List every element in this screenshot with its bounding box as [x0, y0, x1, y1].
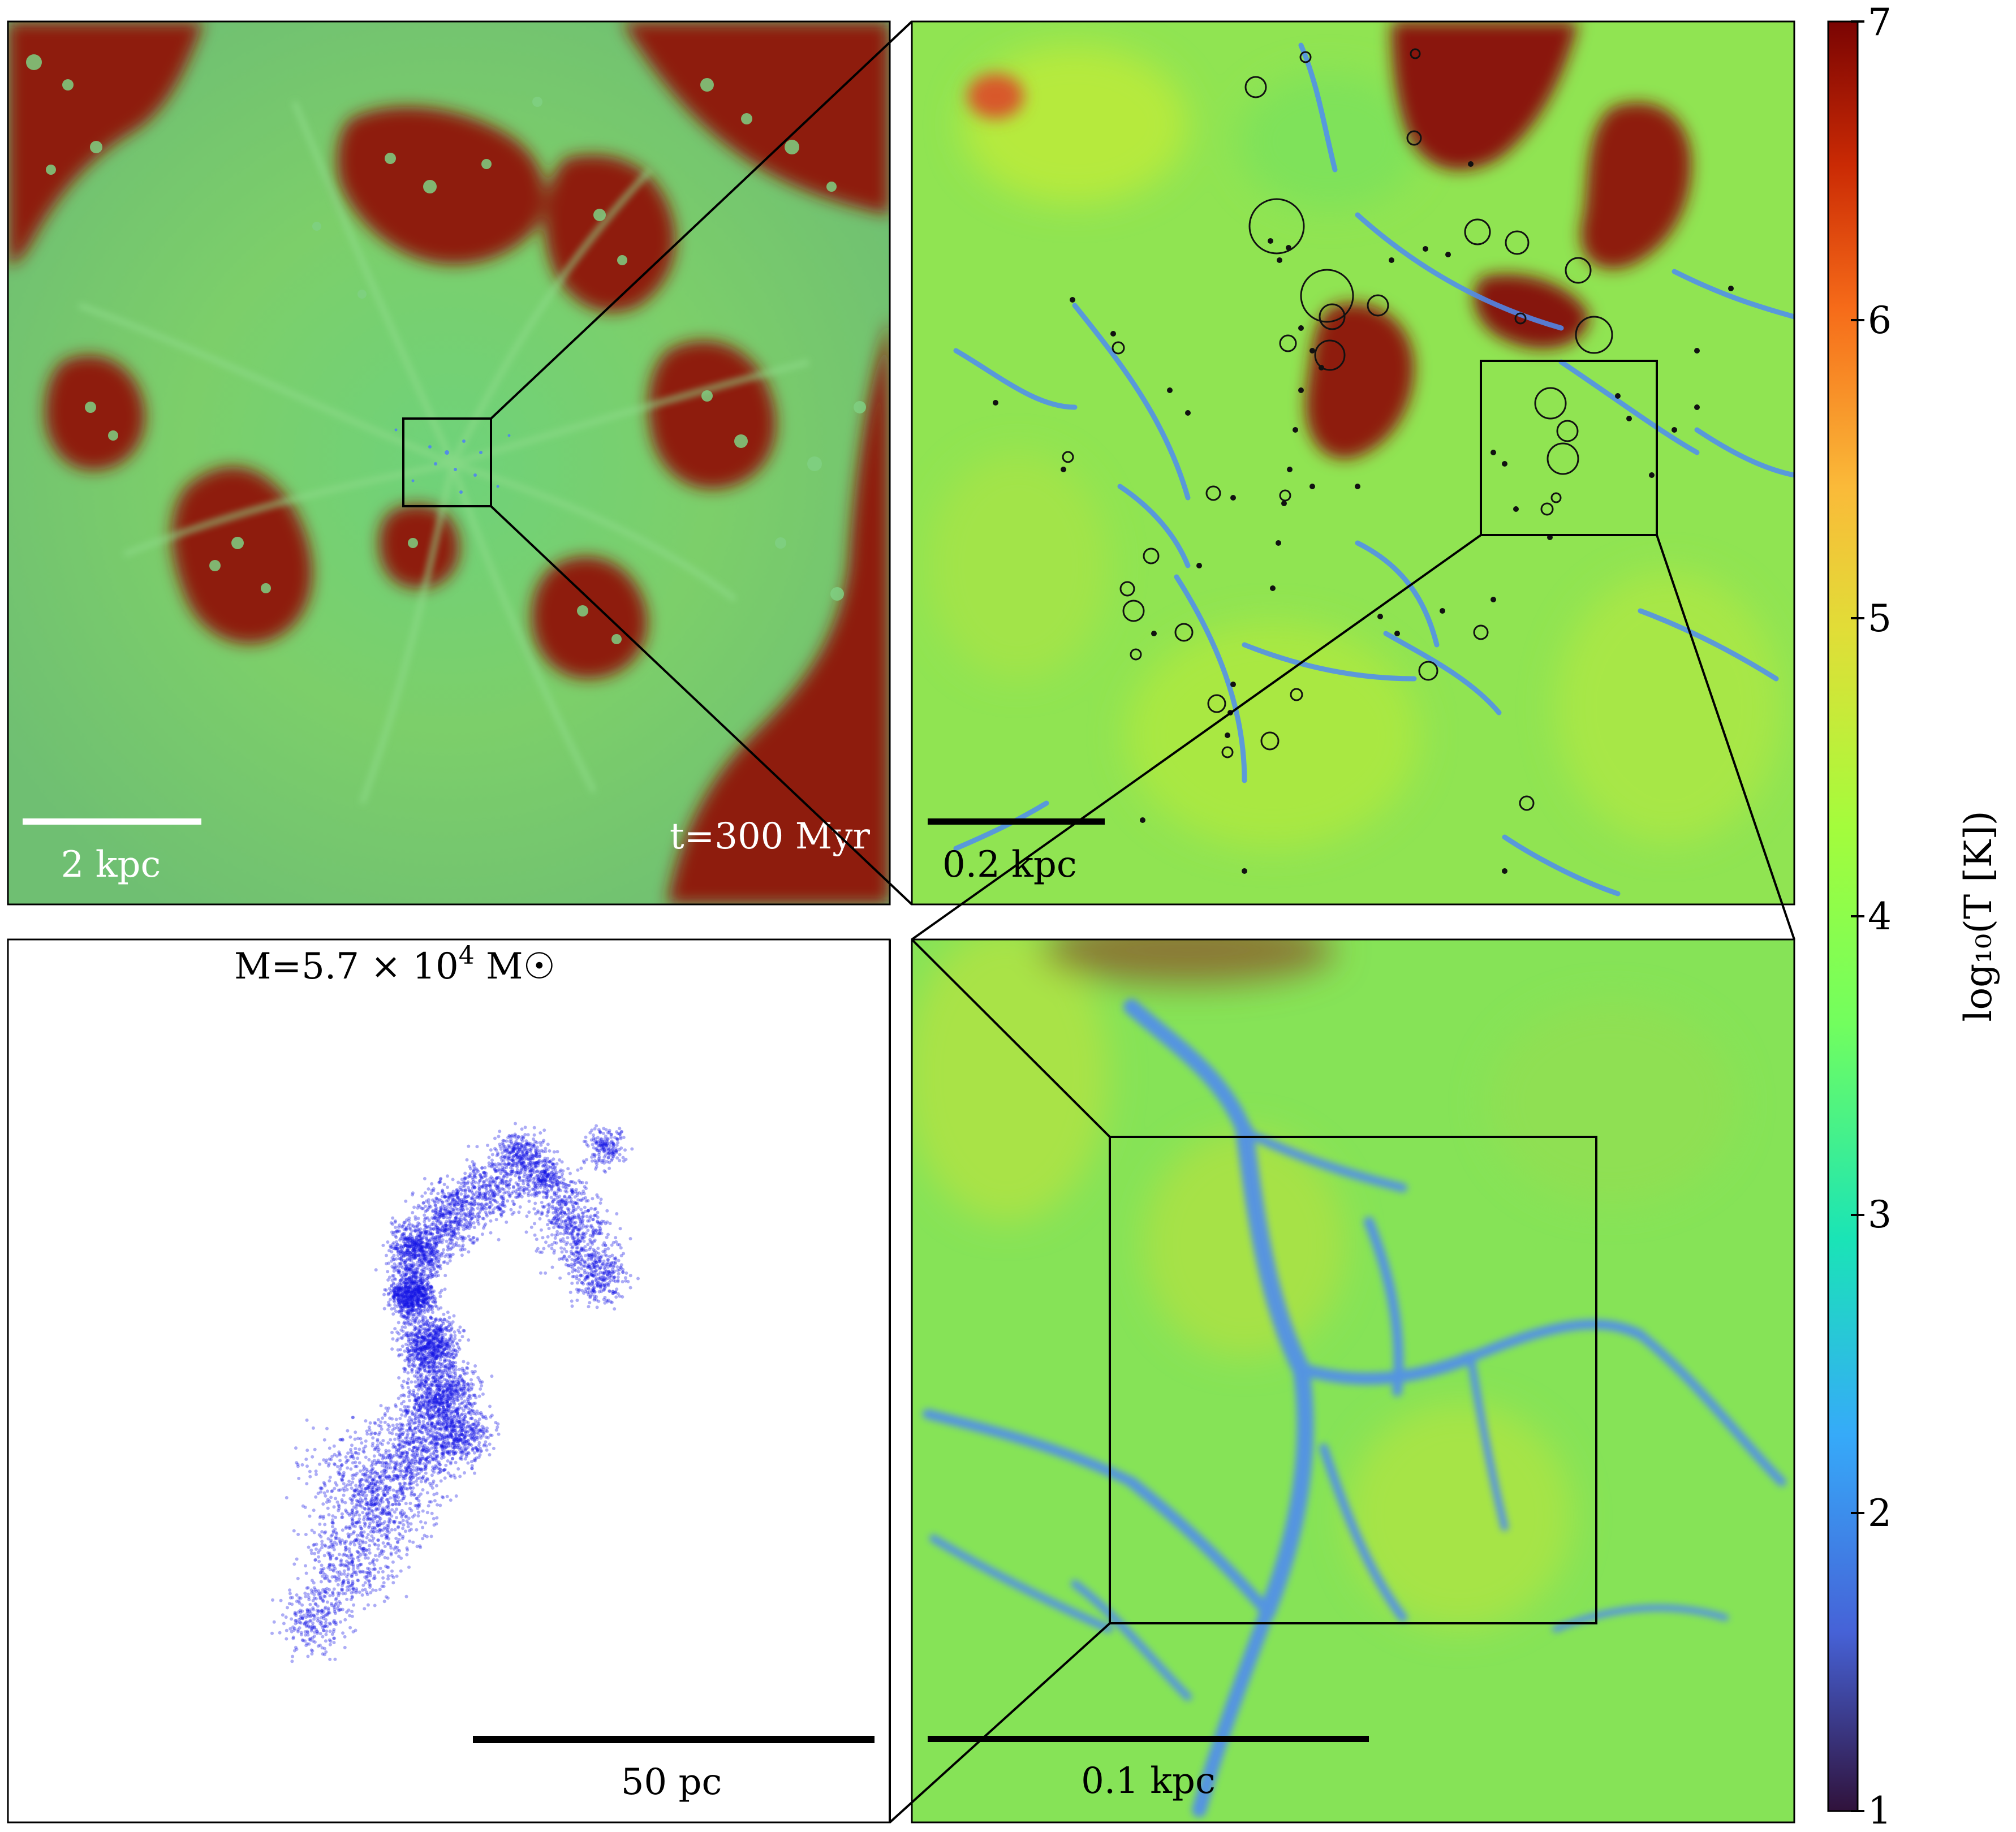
- gas-clumps: [26, 54, 866, 644]
- colorbar-tick-7: 7: [1868, 1, 1892, 44]
- cold-filaments: [923, 999, 1786, 1817]
- colorbar: 1 2 3 4 5 6 7 log₁₀(T [K]): [1827, 1, 2000, 1832]
- hot-gas-regions: [8, 21, 890, 904]
- colorbar-tick-5: 5: [1868, 597, 1892, 640]
- cloud-dots: [993, 161, 1734, 874]
- zoom-connectors: [490, 20, 1795, 1824]
- colorbar-tick-2: 2: [1868, 1492, 1892, 1535]
- colorbar-tick-1: 1: [1868, 1789, 1892, 1832]
- cold-core: [394, 428, 511, 494]
- time-label: t=300 Myr: [670, 816, 871, 857]
- zoom2-zoom-box: [1109, 1136, 1597, 1624]
- galaxy-scale-label: 2 kpc: [61, 844, 161, 886]
- colorbar-tick-3: 3: [1868, 1193, 1892, 1236]
- zoom1-panel: 0.2 kpc: [912, 21, 1794, 904]
- zoom2-scale-bar: [928, 1736, 1369, 1742]
- zoom2-panel: 0.1 kpc: [912, 939, 1794, 1822]
- cloud-mass-label: M=5.7 × 104 M☉: [234, 941, 555, 988]
- galaxy-scale-bar: [23, 818, 201, 825]
- colorbar-tick-4: 4: [1868, 895, 1892, 938]
- warm-gas-patches: [912, 939, 1737, 1629]
- cloud-scale-label: 50 pc: [621, 1761, 722, 1803]
- galaxy-panel: 2 kpc t=300 Myr: [8, 21, 890, 904]
- colorbar-tick-6: 6: [1868, 299, 1892, 342]
- colorbar-ticks: [1851, 20, 1864, 1812]
- galaxy-zoom-box: [402, 417, 492, 507]
- zoom1-scale-label: 0.2 kpc: [942, 844, 1077, 886]
- zoom1-scale-bar: [928, 818, 1105, 825]
- zoom2-scale-label: 0.1 kpc: [1081, 1760, 1216, 1802]
- cloud-scale-bar: [473, 1736, 875, 1743]
- zoom1-zoom-box: [1480, 360, 1658, 536]
- cloud-markers: [1062, 48, 1613, 811]
- cloud-panel: M=5.7 × 104 M☉ 50 pc: [7, 938, 891, 1824]
- cloud-particles: [270, 1122, 640, 1663]
- hot-gas-regions: [967, 21, 1691, 459]
- colorbar-label: log₁₀(T [K]): [1957, 811, 2000, 1021]
